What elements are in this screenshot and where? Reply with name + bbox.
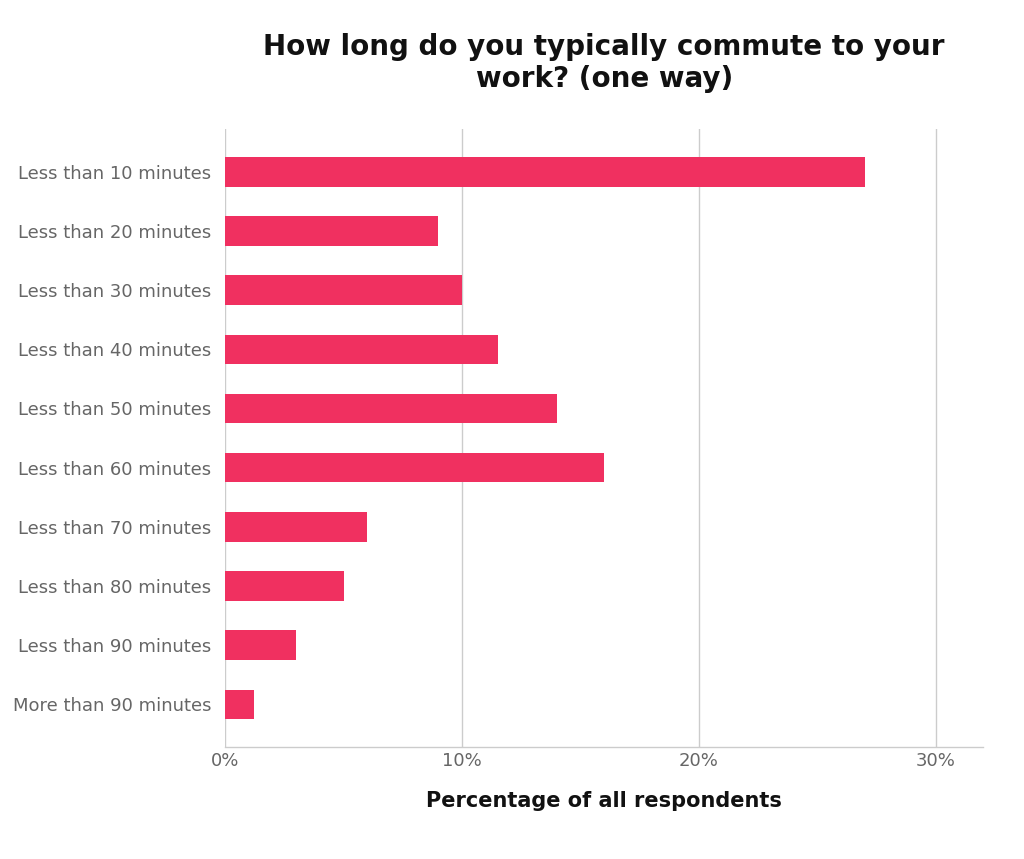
Bar (225, 157, 864, 186)
Bar (225, 276, 462, 305)
Title: How long do you typically commute to your
work? (one way): How long do you typically commute to you… (263, 33, 945, 93)
Bar (225, 690, 254, 719)
Bar (225, 393, 557, 423)
X-axis label: Percentage of all respondents: Percentage of all respondents (426, 791, 782, 811)
Bar (225, 216, 438, 246)
Bar (225, 334, 498, 364)
Bar (225, 571, 344, 600)
Bar (225, 512, 368, 542)
Bar (225, 453, 604, 483)
Bar (225, 631, 296, 660)
